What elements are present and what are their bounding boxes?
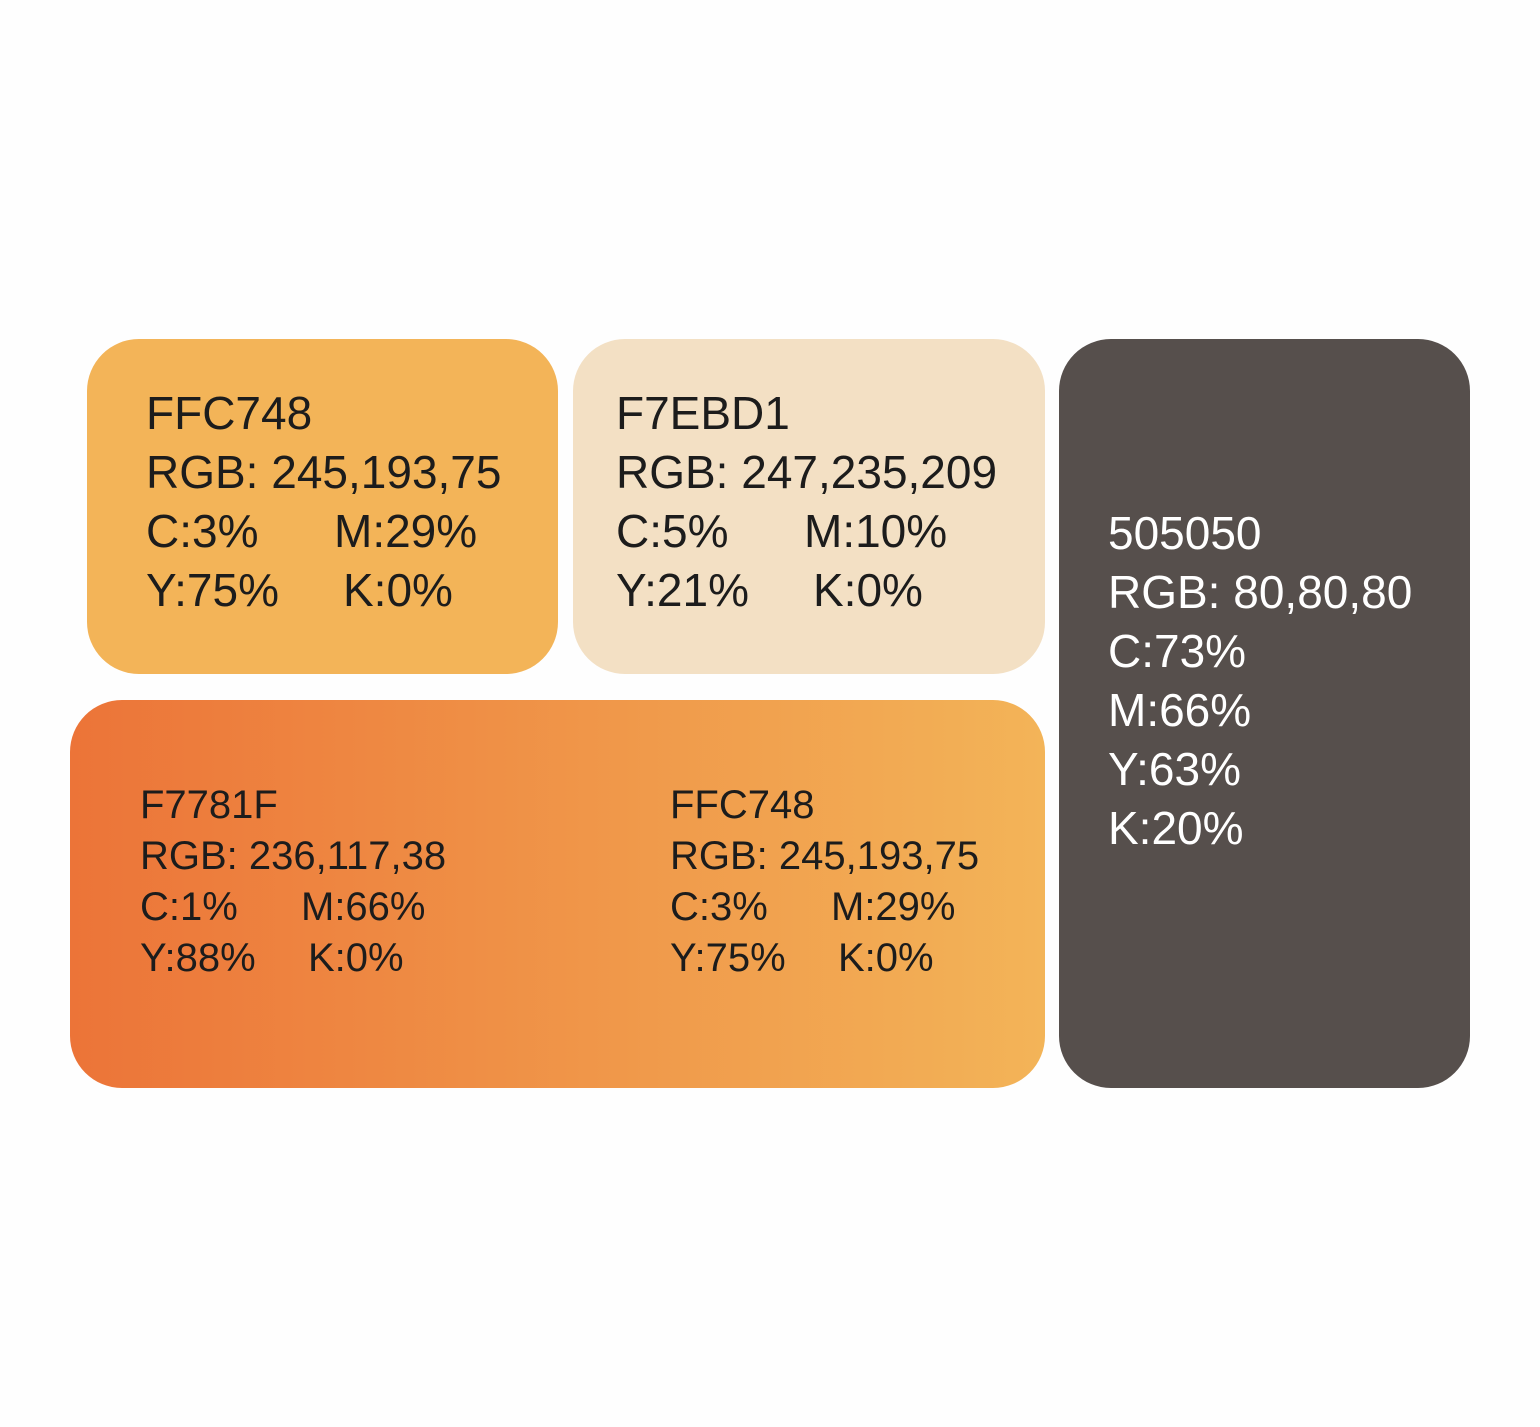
- gradient-start-rgb: RGB: 236,117,38: [140, 834, 447, 878]
- swatch-cream-hex: F7EBD1: [616, 387, 790, 439]
- swatch-gray-c: C:73%: [1108, 625, 1247, 677]
- swatch-cream-cm-row: C:5% M:10%: [616, 502, 997, 561]
- swatch-gray: [1059, 339, 1470, 1088]
- gradient-end-yk-row: Y:75% K:0%: [670, 933, 979, 984]
- swatch-gray-label: 505050 RGB: 80,80,80 C:73% M:66% Y:63% K…: [1108, 504, 1412, 858]
- swatch-yellow-m: M:29%: [334, 505, 478, 557]
- gradient-start-c: C:1%: [140, 885, 238, 929]
- swatch-yellow-c: C:3%: [146, 505, 259, 557]
- swatch-yellow-rgb: RGB: 245,193,75: [146, 446, 502, 498]
- swatch-yellow-yk-row: Y:75% K:0%: [146, 561, 501, 620]
- swatch-yellow: [87, 339, 558, 674]
- swatch-cream-c: C:5%: [616, 505, 729, 557]
- swatch-cream-label: F7EBD1 RGB: 247,235,209 C:5% M:10% Y:21%…: [616, 384, 997, 620]
- swatch-yellow-y: Y:75%: [146, 564, 279, 616]
- swatch-yellow-label: FFC748 RGB: 245,193,75 C:3% M:29% Y:75% …: [146, 384, 501, 620]
- gradient-end-y: Y:75%: [670, 936, 786, 980]
- gradient-end-label: FFC748 RGB: 245,193,75 C:3% M:29% Y:75% …: [670, 780, 979, 984]
- gradient-start-y: Y:88%: [140, 936, 256, 980]
- gradient-end-k: K:0%: [838, 936, 934, 980]
- gradient-end-m: M:29%: [831, 885, 956, 929]
- swatch-cream-k: K:0%: [813, 564, 923, 616]
- gradient-end-hex: FFC748: [670, 783, 815, 827]
- gradient-start-k: K:0%: [308, 936, 404, 980]
- gradient-start-hex: F7781F: [140, 783, 278, 827]
- swatch-gray-hex: 505050: [1108, 507, 1262, 559]
- gradient-start-yk-row: Y:88% K:0%: [140, 933, 446, 984]
- swatch-gray-y: Y:63%: [1108, 743, 1241, 795]
- gradient-start-label: F7781F RGB: 236,117,38 C:1% M:66% Y:88% …: [140, 780, 446, 984]
- swatch-gray-rgb: RGB: 80,80,80: [1108, 566, 1413, 618]
- swatch-cream-yk-row: Y:21% K:0%: [616, 561, 997, 620]
- swatch-gray-m: M:66%: [1108, 684, 1252, 736]
- gradient-end-cm-row: C:3% M:29%: [670, 882, 979, 933]
- swatch-yellow-hex: FFC748: [146, 387, 313, 439]
- swatch-cream-rgb: RGB: 247,235,209: [616, 446, 998, 498]
- gradient-start-cm-row: C:1% M:66%: [140, 882, 446, 933]
- gradient-start-m: M:66%: [301, 885, 426, 929]
- swatch-gray-k: K:20%: [1108, 802, 1244, 854]
- gradient-end-c: C:3%: [670, 885, 768, 929]
- gradient-end-rgb: RGB: 245,193,75: [670, 834, 980, 878]
- swatch-yellow-k: K:0%: [343, 564, 453, 616]
- swatch-cream: [573, 339, 1045, 674]
- swatch-cream-m: M:10%: [804, 505, 948, 557]
- swatch-yellow-cm-row: C:3% M:29%: [146, 502, 501, 561]
- swatch-gradient: [70, 700, 1045, 1088]
- swatch-cream-y: Y:21%: [616, 564, 749, 616]
